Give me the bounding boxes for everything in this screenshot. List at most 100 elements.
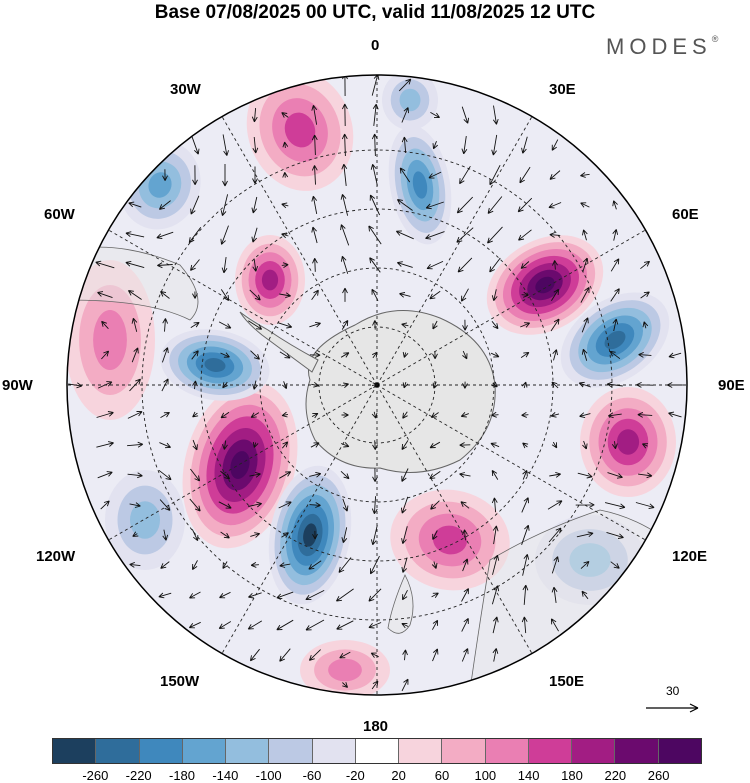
wind-vector-8	[401, 107, 409, 123]
wind-vector-286	[248, 592, 262, 599]
wind-vector-69	[487, 226, 503, 244]
wind-vector-182	[402, 411, 408, 419]
wind-vector-304	[368, 622, 382, 629]
wind-vector-161	[371, 382, 379, 389]
wind-vector-209	[611, 441, 618, 450]
legend-tick-13: 260	[647, 768, 670, 783]
wind-vector-132	[131, 347, 139, 363]
wind-vector-164	[462, 381, 468, 389]
wind-vector-243	[491, 497, 498, 513]
wind-vector-319	[492, 648, 499, 662]
polar-map[interactable]	[0, 0, 750, 735]
meridian-300	[108, 229, 378, 386]
brand-name: MODES	[606, 34, 712, 59]
wind-vector-188	[579, 412, 591, 419]
wind-vector-137	[279, 351, 291, 359]
wind-vector-233	[189, 498, 201, 512]
wind-vector-203	[429, 441, 441, 449]
wind-vector-27	[222, 164, 228, 187]
wind-vector-150	[668, 352, 682, 359]
wind-vector-322	[401, 678, 409, 692]
wind-vector-85	[426, 260, 444, 270]
wind-vector-227	[577, 472, 593, 479]
wind-vector-119	[309, 321, 321, 328]
wind-vector-172	[96, 411, 114, 418]
legend-tick-5: -60	[302, 768, 322, 783]
wind-vector-169	[606, 381, 623, 388]
wind-vector-131	[101, 350, 110, 360]
wind-vector-285	[219, 591, 231, 599]
wind-vector-296	[551, 586, 558, 603]
wind-vector-191	[668, 411, 682, 418]
wind-vector-162	[402, 381, 409, 389]
wind-vector-12	[191, 135, 200, 155]
wind-vector-268	[192, 560, 198, 570]
wind-vector-157	[252, 380, 258, 390]
legend-tick-8: 60	[434, 768, 450, 783]
wind-vector-4	[281, 112, 289, 118]
legend-swatch-13	[615, 739, 659, 763]
legend-tick-10: 140	[517, 768, 540, 783]
anomaly-high-6	[182, 381, 298, 549]
wind-vector-33	[399, 167, 411, 183]
modes-logo: MODES®	[606, 34, 718, 60]
wind-vector-7	[372, 103, 379, 126]
wind-vector-99	[279, 292, 291, 299]
wind-vector-237	[309, 502, 321, 508]
wind-vector-46	[311, 195, 318, 214]
wind-vector-106	[491, 289, 498, 301]
wind-vector-103	[399, 292, 411, 298]
wind-vector-42	[190, 195, 200, 215]
wind-vector-267	[160, 561, 170, 569]
wind-vector-32	[370, 164, 378, 186]
wind-vector-124	[462, 319, 468, 331]
wind-vector-187	[550, 412, 560, 418]
wind-vector-154	[161, 378, 169, 392]
wind-vector-56	[612, 200, 618, 210]
wind-vector-210	[642, 443, 649, 449]
wind-vector-229	[638, 472, 653, 479]
color-legend	[52, 738, 702, 764]
wind-vector-65	[368, 225, 382, 245]
wind-vector-278	[492, 554, 500, 575]
wind-vector-185	[491, 411, 499, 418]
wind-vector-113	[131, 317, 138, 332]
wind-vector-111	[640, 291, 650, 299]
wind-vector-231	[129, 502, 141, 508]
wind-vector-78	[221, 257, 228, 274]
wind-vector-238	[342, 498, 349, 512]
legend-tick-2: -180	[168, 768, 196, 783]
wind-vector-19	[401, 136, 408, 154]
wind-vector-123	[432, 320, 438, 330]
wind-vector-216	[249, 471, 261, 478]
wind-vector-121	[372, 320, 378, 330]
legend-swatch-14	[658, 739, 701, 763]
wind-vector-265	[606, 531, 624, 539]
wind-vector-52	[487, 196, 503, 214]
wind-vector-97	[220, 289, 230, 301]
wind-vector-310	[550, 618, 559, 632]
wind-vector-318	[461, 648, 469, 662]
wind-vector-178	[281, 411, 288, 418]
anomaly-field	[67, 75, 676, 695]
wind-vector-244	[521, 497, 529, 513]
lon-label-180: 180	[363, 718, 389, 735]
wind-vector-126	[520, 322, 531, 328]
wind-vector-63	[311, 226, 318, 244]
wind-vector-101	[342, 287, 348, 302]
legend-swatch-0	[53, 739, 97, 763]
wind-vector-181	[371, 411, 378, 419]
wind-vector-34	[428, 171, 442, 179]
wind-vector-290	[368, 588, 382, 602]
wind-vector-256	[341, 527, 348, 543]
wind-vector-58	[156, 231, 174, 239]
lon-label-120w: 120W	[36, 548, 76, 565]
wind-vector-3	[251, 108, 258, 123]
wind-vector-288	[305, 589, 325, 601]
wind-vector-144	[490, 352, 500, 358]
wind-vector-114	[162, 318, 169, 332]
wind-vector-279	[522, 554, 530, 576]
wind-vector-44	[251, 196, 258, 214]
wind-vector-174	[160, 411, 170, 418]
lon-label-150w: 150W	[160, 673, 200, 690]
